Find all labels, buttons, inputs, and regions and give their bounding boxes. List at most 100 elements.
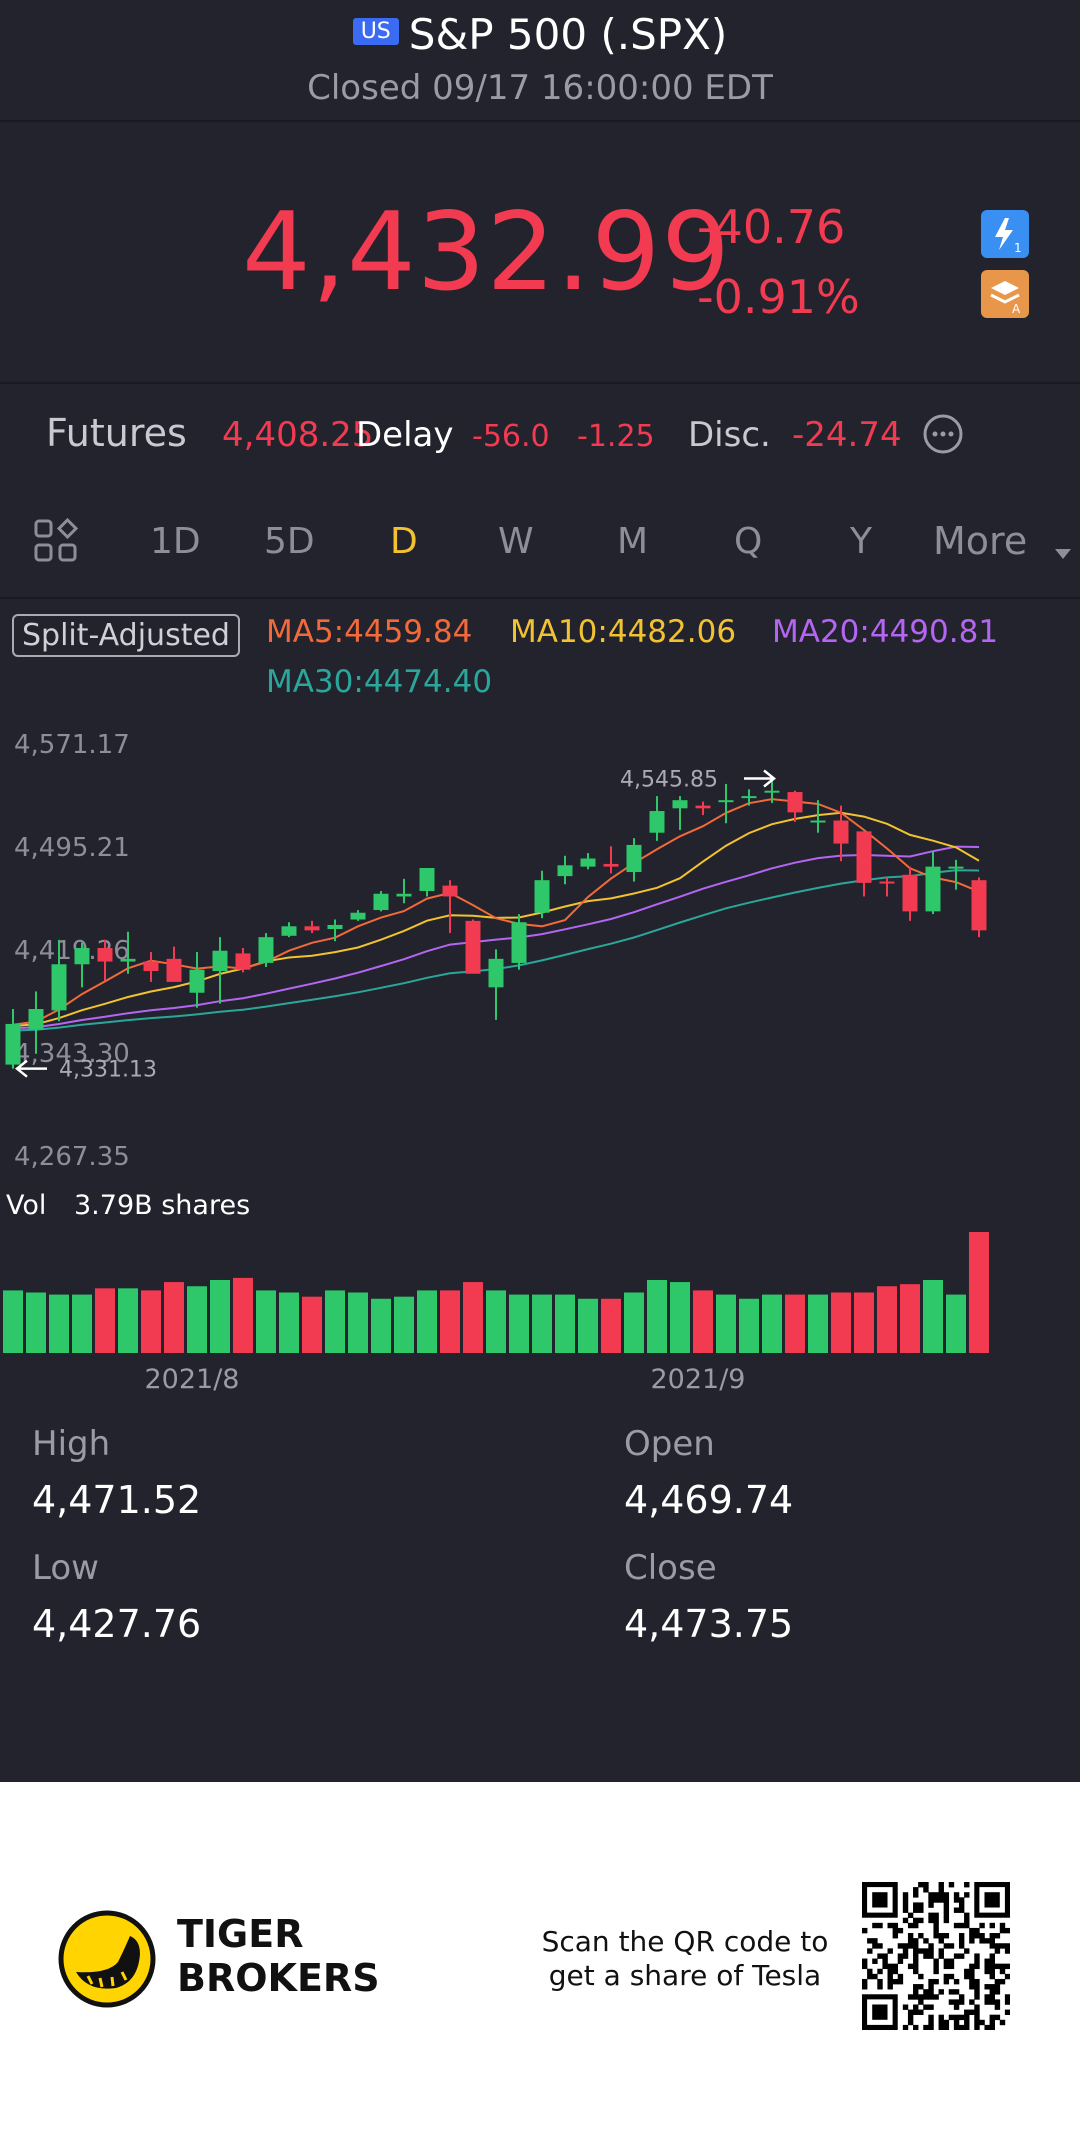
qr-module [928,1943,934,1949]
qr-module [913,1907,919,1913]
volume-bar [394,1296,414,1353]
chevron-down-icon[interactable] [1054,529,1072,570]
candle-body [603,863,619,867]
qr-module [1004,1927,1011,1934]
price-change-pct: -0.91% [697,270,860,324]
qr-module [979,1938,985,1944]
tab-5d[interactable]: 5D [264,521,315,562]
qr-module [867,1938,873,1944]
futures-change: -56.0 [472,419,550,454]
qr-module [964,1917,970,1924]
qr-module [907,2009,914,2015]
volume-bar [831,1292,851,1353]
qr-module [913,1994,919,2000]
qr-module [953,1999,960,2005]
qr-module [872,1958,878,1964]
qr-module [943,1917,950,1924]
period-tabs: 1D 5D D W M Q Y More [0,495,1080,585]
qr-module [913,1917,919,1924]
tab-m[interactable]: M [617,521,649,562]
qr-module [969,1999,975,2005]
qr-module [958,1902,965,1908]
qr-module [907,1938,914,1944]
futures-price: 4,408.25 [222,415,374,455]
candlestick-chart[interactable]: 4,571.174,495.214,419.264,343.304,267.35… [0,600,1080,1400]
qr-module [877,1953,883,1959]
tab-q[interactable]: Q [734,521,763,562]
qr-module [964,1973,970,1980]
split-adjusted-toggle[interactable]: Split-Adjusted [12,614,240,657]
tab-w[interactable]: W [498,521,534,562]
futures-row[interactable]: Futures 4,408.25 Delay -56.0 -1.25 Disc.… [0,385,1080,485]
qr-module [958,1933,965,1939]
brand-line1: TIGER [177,1912,304,1956]
candle-body [120,958,136,962]
qr-module [1004,2009,1011,2015]
qr-module [964,1892,970,1898]
qr-module [913,1887,919,1893]
qr-module [862,1963,868,1970]
tab-d[interactable]: D [390,521,418,562]
open-value: 4,469.74 [624,1478,794,1522]
svg-text:A: A [1012,302,1021,316]
qr-module [984,1994,990,2000]
qr-module [913,1968,919,1975]
last-price: 4,432.99 [242,190,731,315]
lightning-level1-icon[interactable]: 1 [981,210,1029,258]
indicator-grid-icon[interactable] [32,517,80,574]
qr-module [943,1963,950,1970]
qr-module [948,1999,955,2005]
candle-body [741,796,757,799]
qr-module [953,2024,960,2031]
qr-module [989,1953,995,1959]
qr-module [989,1922,995,1929]
qr-module [902,1953,909,1959]
y-tick-label: 4,343.30 [14,1039,130,1069]
qr-module [999,1963,1006,1970]
qr-module [994,1999,1001,2005]
volume-bar [371,1298,391,1353]
tab-y[interactable]: Y [850,521,872,562]
qr-module [928,1897,934,1903]
volume-value: 3.79B shares [74,1190,250,1221]
chart-area[interactable]: Split-Adjusted MA5:4459.84 MA10:4482.06 … [0,600,1080,1400]
candle-body [235,953,251,970]
qr-module [974,2014,980,2021]
qr-module [994,1943,1001,1949]
brand-name: TIGER BROKERS [177,1912,380,2000]
qr-module [882,1958,888,1964]
tab-more[interactable]: More [933,519,1028,563]
tab-1d[interactable]: 1D [150,521,201,562]
candle-body [442,885,458,897]
qr-module [974,1978,980,1985]
qr-module [989,2019,995,2026]
y-tick-label: 4,571.17 [14,730,130,760]
qr-module [913,1963,919,1970]
qr-module [958,1953,965,1959]
close-value: 4,473.75 [624,1602,794,1646]
qr-module [999,1922,1006,1929]
qr-module [984,1999,990,2005]
candle-body [948,866,964,869]
more-options-icon[interactable] [922,413,964,464]
qr-module [989,1994,995,2000]
layers-a-icon[interactable]: A [981,270,1029,318]
qr-module [943,1897,950,1903]
promo-line2: get a share of Tesla [548,1959,822,1992]
qr-module [918,2009,924,2015]
qr-code[interactable] [862,1882,1011,2034]
ma20-line [12,845,980,1030]
volume-bar [256,1290,276,1353]
candle-body [971,880,987,931]
qr-module [897,1943,904,1949]
qr-module [933,1927,939,1934]
volume-bar [302,1296,322,1353]
qr-module [938,1887,944,1893]
qr-module [969,1984,975,1990]
qr-module [913,2004,919,2010]
qr-module [969,1933,975,1939]
brand-line2: BROKERS [177,1956,380,2000]
volume-bar [762,1294,782,1353]
qr-module [989,1943,995,1949]
ma20-label: MA20:4490.81 [772,614,999,650]
